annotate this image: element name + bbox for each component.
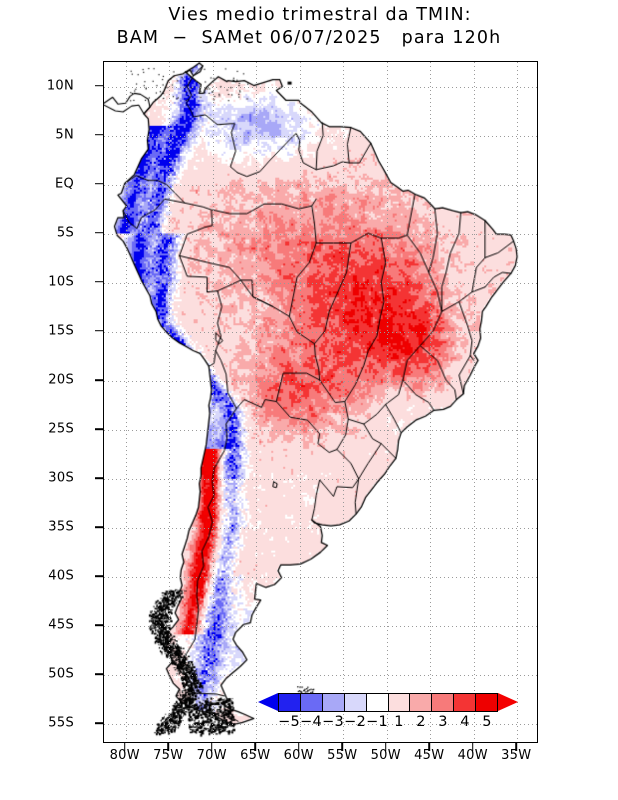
tmin-bias-heatmap [104, 62, 537, 742]
y-axis-tick-label: 5N [55, 127, 74, 143]
colorbar-cell [476, 694, 498, 711]
y-axis-tick-mark [95, 182, 104, 185]
page-title: Vies medio trimestral da TMIN: [168, 5, 472, 25]
map-plot-frame [103, 61, 538, 743]
y-axis-tick-label: 35S [48, 519, 74, 535]
colorbar-tick-label: 4 [460, 714, 470, 730]
y-axis-tick-mark [95, 477, 104, 479]
x-axis-tick-label: 55W [327, 748, 358, 763]
x-axis-tick-label: 65W [240, 748, 271, 763]
y-axis-tick-mark [95, 428, 104, 430]
colorbar [258, 693, 518, 712]
y-axis-tick-label: EQ [54, 176, 74, 192]
x-axis-tick-label: 70W [196, 748, 227, 763]
y-axis-tick-mark [95, 575, 104, 577]
y-axis-tick-mark [95, 280, 104, 283]
y-axis-tick-label: 45S [48, 617, 74, 633]
y-axis-tick-mark [95, 673, 104, 676]
x-axis-tick-mark [471, 743, 474, 751]
x-axis-tick-mark [123, 743, 126, 751]
x-axis-tick-mark [254, 743, 257, 751]
y-axis-tick-label: 10N [46, 78, 74, 94]
x-axis-tick-mark [297, 743, 300, 751]
colorbar-tick-label: −4 [300, 714, 322, 730]
x-axis-tick-mark [515, 743, 518, 751]
colorbar-cell [344, 694, 367, 711]
y-axis-tick-label: 25S [48, 421, 74, 437]
x-axis-tick-label: 60W [283, 748, 314, 763]
colorbar-tick-label: −1 [366, 714, 388, 730]
colorbar-cell [322, 694, 345, 711]
colorbar-cells [278, 693, 498, 712]
y-axis-tick-mark [95, 379, 104, 381]
x-axis-tick-label: 35W [501, 748, 532, 763]
y-axis-tick-label: 55S [48, 715, 74, 731]
y-axis-tick-label: 5S [56, 225, 74, 241]
colorbar-cell [388, 694, 411, 711]
colorbar-cell [454, 694, 477, 711]
y-axis-tick-label: 15S [48, 323, 74, 339]
y-axis-tick-mark [95, 722, 104, 725]
x-axis-tick-label: 75W [153, 748, 184, 763]
y-axis-tick-label: 20S [48, 372, 74, 388]
x-axis-tick-label: 50W [370, 748, 401, 763]
colorbar-cell [432, 694, 455, 711]
colorbar-tick-label: 1 [394, 714, 404, 730]
colorbar-cell [410, 694, 433, 711]
colorbar-cell [366, 694, 389, 711]
y-axis-tick-label: 10S [48, 274, 74, 290]
y-axis-tick-mark [95, 133, 104, 136]
colorbar-tick-label: 3 [438, 714, 448, 730]
colorbar-cell [300, 694, 323, 711]
y-axis-tick-mark [95, 624, 104, 627]
colorbar-tick-label: −2 [344, 714, 366, 730]
y-axis-tick-mark [95, 330, 104, 332]
x-axis-tick-mark [428, 743, 431, 751]
colorbar-tick-label: −3 [322, 714, 344, 730]
x-axis-tick-mark [210, 743, 213, 751]
y-axis-tick-label: 40S [48, 568, 74, 584]
colorbar-tick-label: 2 [416, 714, 426, 730]
y-axis-tick-label: 50S [48, 666, 74, 682]
page-subtitle: BAM − SAMet 06/07/2025 para 120h [116, 28, 502, 48]
y-axis-tick-mark [95, 84, 104, 87]
x-axis-tick-mark [384, 743, 387, 751]
colorbar-tick-label: −5 [278, 714, 300, 730]
colorbar-under-arrow-icon [258, 693, 278, 711]
colorbar-over-arrow-icon [498, 693, 518, 711]
colorbar-cell [279, 694, 301, 711]
colorbar-tick-label: 5 [482, 714, 492, 730]
x-axis-tick-label: 45W [414, 748, 445, 763]
x-axis-tick-label: 40W [457, 748, 488, 763]
y-axis-tick-mark [95, 231, 104, 234]
x-axis-tick-mark [341, 743, 344, 751]
y-axis-tick-mark [95, 526, 104, 528]
y-axis-tick-label: 30S [48, 470, 74, 486]
chart-title-block: Vies medio trimestral da TMIN: BAM − SAM… [0, 4, 618, 50]
x-axis-tick-mark [167, 743, 170, 751]
x-axis-tick-label: 80W [109, 748, 140, 763]
